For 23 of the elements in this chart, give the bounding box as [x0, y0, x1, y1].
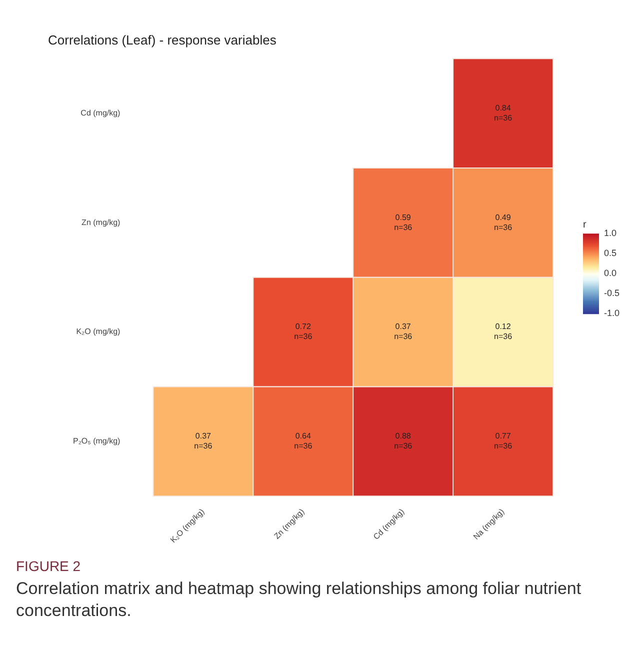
data-label: 0.12 n=36 — [494, 322, 513, 342]
data-label: 0.72 n=36 — [294, 322, 313, 342]
data-label: 0.49 n=36 — [494, 212, 513, 232]
data-label: 0.59 n=36 — [394, 212, 413, 232]
chart-title: Correlations (Leaf) - response variables — [48, 32, 277, 48]
color-bar-title: r — [583, 219, 587, 230]
text: Correlation matrix and heatmap showing relationships among foliar nutrient concentrations. — [16, 578, 582, 622]
data-label: 0.37 n=36 — [194, 432, 213, 451]
y-tick-label: Cd (mg/kg) — [80, 108, 121, 118]
y-tick-label: K₂O (mg/kg) — [76, 327, 121, 336]
color-bar-label: 0.0 — [604, 268, 617, 278]
data-label: 0.84 n=36 — [494, 103, 513, 122]
color-bar-label: -0.5 — [604, 288, 620, 298]
color-bar-label: 1.0 — [604, 228, 617, 238]
y-tick-label: Zn (mg/kg) — [82, 218, 121, 227]
caption: FIGURE 2 — [16, 558, 82, 574]
y-tick-label: P₂O₅ (mg/kg) — [72, 436, 121, 446]
data-label: 0.64 n=36 — [294, 432, 313, 451]
data-label: 0.77 n=36 — [494, 432, 513, 451]
data-label: 0.88 n=36 — [394, 432, 413, 451]
color-bar-label: -1.0 — [604, 308, 620, 318]
data-label: 0.37 n=36 — [394, 322, 413, 342]
color-bar-label: 0.5 — [604, 248, 617, 258]
